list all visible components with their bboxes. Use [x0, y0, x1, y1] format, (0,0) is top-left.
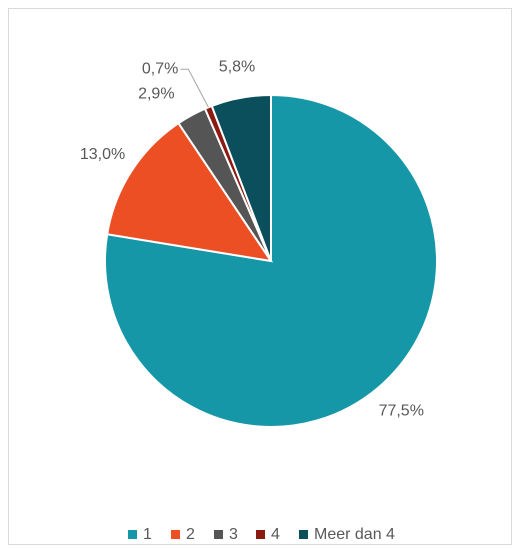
legend-label: 1	[143, 526, 152, 543]
legend-label: 2	[186, 526, 195, 543]
data-label: 5,8%	[219, 58, 255, 75]
legend-swatch	[299, 530, 308, 539]
data-label: 13,0%	[80, 146, 125, 163]
legend-label: 4	[271, 526, 280, 543]
legend-swatch	[128, 530, 137, 539]
leader-line	[180, 68, 209, 108]
pie-slice	[210, 93, 272, 262]
legend-label: Meer dan 4	[314, 526, 395, 543]
data-label: 0,7%	[142, 60, 178, 77]
data-label: 2,9%	[138, 85, 174, 102]
legend-swatch	[256, 530, 265, 539]
legend-swatch	[171, 530, 180, 539]
legend-swatch	[214, 530, 223, 539]
legend-label: 3	[229, 526, 238, 543]
data-label: 77,5%	[379, 402, 424, 419]
pie-slice	[106, 121, 274, 263]
